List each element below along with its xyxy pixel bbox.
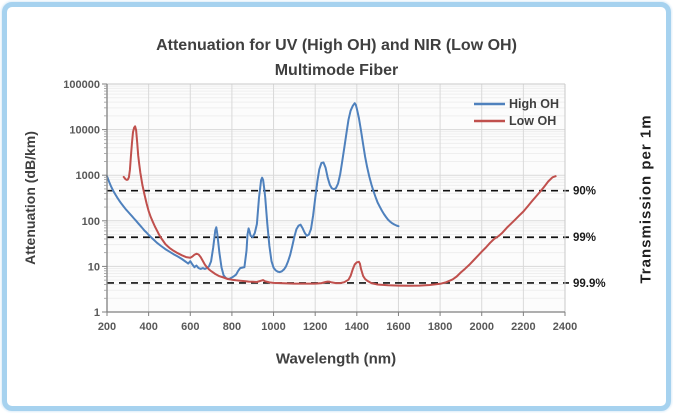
series-high-oh [106, 102, 400, 280]
y-tick-label: 10000 [69, 125, 100, 137]
chart-title-line2: Multimode Fiber [274, 62, 399, 79]
y-tick-label: 1 [94, 307, 100, 319]
reference-label-99%: 99% [573, 232, 596, 244]
chart-title: Attenuation for UV (High OH) and NIR (Lo… [0, 33, 673, 83]
x-tick-label: 1200 [303, 321, 327, 333]
chart-title-line1: Attenuation for UV (High OH) and NIR (Lo… [156, 37, 517, 54]
x-tick-label: 2000 [469, 321, 493, 333]
x-tick-label: 600 [181, 321, 199, 333]
x-tick-label: 1400 [345, 321, 369, 333]
x-tick-label: 800 [223, 321, 241, 333]
x-tick-label: 1800 [428, 321, 452, 333]
x-tick-label: 400 [139, 321, 157, 333]
y-tick-label: 10 [88, 261, 100, 273]
x-tick-label: 1000 [261, 321, 285, 333]
x-tick-label: 2200 [511, 321, 535, 333]
reference-label-90%: 90% [573, 186, 596, 198]
y-tick-label: 1000 [76, 170, 100, 182]
x-tick-label: 1600 [386, 321, 410, 333]
y-tick-label: 100000 [63, 79, 100, 91]
plot-background [107, 84, 565, 312]
x-tick-label: 200 [98, 321, 116, 333]
legend: High OH Low OH [474, 97, 559, 128]
reference-label-99.9%: 99.9% [573, 278, 606, 290]
gridlines [107, 84, 565, 312]
legend-label-low-oh: Low OH [509, 114, 556, 128]
axis-ticks: 200 400 600 800 1000 1200 1400 1600 1800 2000 2200… [63, 79, 577, 333]
x-tick-label: 2400 [553, 321, 577, 333]
y-tick-label: 100 [82, 216, 100, 228]
series-low-oh [122, 125, 557, 287]
x-axis-title: Wavelength (nm) [275, 350, 397, 368]
legend-label-high-oh: High OH [509, 97, 559, 111]
